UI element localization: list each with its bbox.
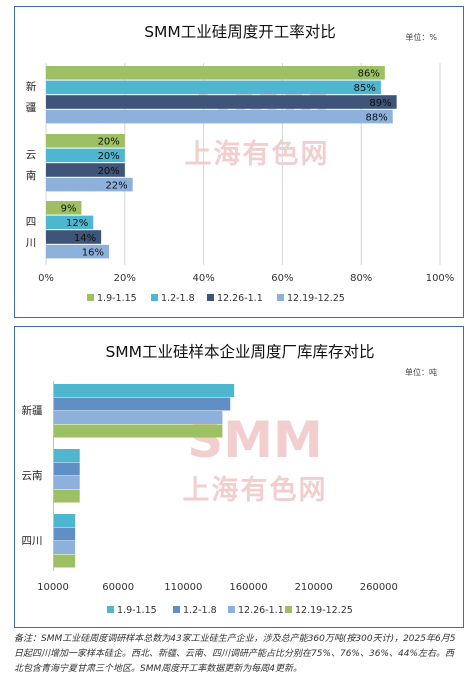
inventory-chart: SMM 上海有色网 SMM工业硅样本企业周度厂库库存对比 单位：吨 新疆云南四川… [22, 343, 438, 616]
data-label: 20% [98, 137, 120, 148]
bar [46, 134, 125, 148]
x-tick-label: 210000 [295, 582, 333, 593]
legend-swatch [107, 606, 114, 613]
legend-swatch [207, 294, 214, 301]
x-tick-label: 100% [426, 273, 455, 284]
category-label: 疆 [26, 102, 37, 114]
bar [46, 244, 110, 259]
legend: 1.9-1.15 1.2-1.8 12.26-1.1 12.19-12.25 [87, 293, 345, 304]
category-label: 四 [26, 216, 37, 228]
watermark-cn-text: 上海有色网 [185, 138, 330, 170]
data-label: 12% [66, 218, 88, 229]
x-tick-label: 20% [114, 273, 136, 284]
legend-swatch [285, 606, 292, 613]
legend-label: 1.2-1.8 [161, 293, 195, 304]
x-tick-label: 260000 [360, 582, 398, 593]
bar [54, 384, 235, 397]
category-label: 南 [26, 169, 37, 182]
legend-label: 1.2-1.8 [183, 605, 217, 616]
data-label: 14% [74, 233, 96, 244]
data-label: 22% [105, 180, 127, 191]
legend-swatch [87, 294, 94, 301]
x-tick-label: 60% [271, 273, 293, 284]
x-tick-label: 10000 [37, 582, 69, 593]
x-tick-label: 160000 [229, 582, 267, 593]
legend-swatch [277, 294, 284, 301]
bar [54, 411, 223, 424]
category-label: 四川 [22, 535, 43, 547]
data-label: 86% [358, 69, 380, 80]
bar [46, 80, 381, 95]
legend-label: 12.26-1.1 [238, 605, 284, 616]
data-label: 20% [98, 166, 120, 177]
x-tick-label: 0% [38, 273, 54, 284]
data-label: 89% [369, 98, 391, 109]
bar [46, 148, 125, 163]
operating-rate-chart-panel: SMM 上海有色网 SMM工业硅周度开工率对比 单位：% 86%85%89%88… [14, 6, 464, 318]
category-label: 新 [26, 80, 37, 93]
x-tick-labels: 10000 60000 110000 160000 210000 260000 [37, 582, 398, 593]
x-tick-labels: 0% 20% 40% 60% 80% 100% [38, 273, 454, 284]
bar [54, 462, 80, 476]
data-label: 9% [61, 204, 77, 215]
legend-swatch [151, 294, 158, 301]
legend-label: 12.26-1.1 [217, 293, 263, 304]
bar [46, 215, 94, 230]
x-tick-label: 60000 [102, 582, 134, 593]
bar [54, 527, 76, 541]
category-label: 新疆 [22, 404, 43, 417]
data-label: 16% [82, 247, 104, 258]
legend: 1.9-1.15 1.2-1.8 12.26-1.1 12.19-12.25 [107, 605, 353, 616]
bar [46, 163, 125, 177]
legend-swatch [228, 606, 235, 613]
bars [53, 381, 235, 571]
legend-label: 1.9-1.15 [117, 605, 157, 616]
legend-label: 12.19-12.25 [287, 293, 345, 304]
legend-swatch [173, 606, 180, 613]
legend-label: 1.9-1.15 [97, 293, 137, 304]
bars [46, 66, 397, 259]
bar [54, 514, 76, 527]
bar [54, 541, 76, 554]
bar [54, 449, 80, 462]
category-label: 云 [26, 149, 37, 161]
watermark-cn-text: 上海有色网 [183, 474, 328, 506]
bar [46, 109, 393, 124]
operating-rate-chart: SMM 上海有色网 SMM工业硅周度开工率对比 单位：% 86%85%89%88… [26, 23, 455, 304]
data-label: 20% [98, 151, 120, 162]
chart-title: SMM工业硅周度开工率对比 [144, 23, 336, 41]
bar [46, 177, 133, 192]
footnote: 备注：SMM工业硅周度调研样本总数为43家工业硅生产企业，涉及总产能360万吨(… [14, 634, 456, 674]
data-label: 85% [354, 83, 376, 94]
inventory-chart-panel: SMM 上海有色网 SMM工业硅样本企业周度厂库库存对比 单位：吨 新疆云南四川… [14, 326, 464, 628]
bar [46, 230, 102, 244]
unit-label: 单位：吨 [405, 367, 437, 377]
bar [54, 476, 80, 489]
bar [54, 424, 223, 438]
data-labels: 86% 85% 89% 88% 20% 20% 20% 22% 9% 12% 14% 16% [61, 69, 392, 259]
data-label: 88% [365, 112, 387, 123]
unit-label: 单位：% [405, 32, 437, 42]
bar [54, 397, 231, 411]
bar [54, 554, 76, 568]
x-tick-label: 80% [350, 273, 372, 284]
x-tick-label: 110000 [164, 582, 202, 593]
bar [46, 95, 397, 109]
category-label: 川 [26, 237, 37, 249]
bar [46, 201, 82, 215]
category-label: 云南 [22, 469, 43, 482]
bar [46, 66, 385, 80]
watermark: SMM 上海有色网 [183, 411, 328, 506]
legend-label: 12.19-12.25 [295, 605, 353, 616]
bar [54, 489, 80, 503]
chart-title: SMM工业硅样本企业周度厂库库存对比 [105, 343, 374, 361]
x-tick-label: 40% [192, 273, 214, 284]
